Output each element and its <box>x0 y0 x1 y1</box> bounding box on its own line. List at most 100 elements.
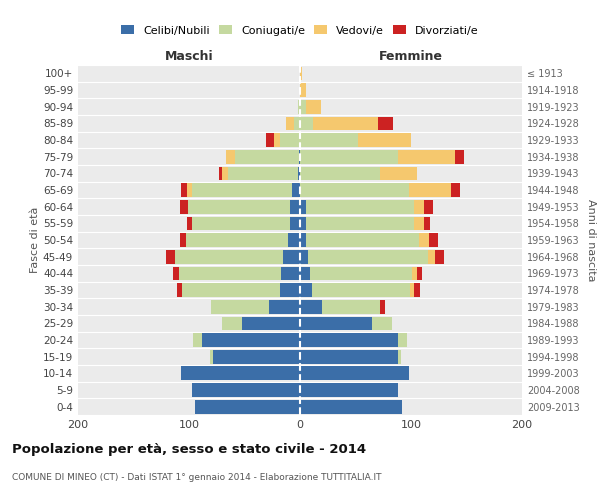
Bar <box>173 266 179 280</box>
Bar <box>412 266 416 280</box>
Bar <box>428 250 436 264</box>
Bar <box>322 300 380 314</box>
Bar <box>398 333 407 347</box>
Bar <box>300 233 305 247</box>
Bar <box>235 150 299 164</box>
Bar <box>281 266 300 280</box>
Bar <box>300 83 305 97</box>
Bar <box>398 350 401 364</box>
Bar <box>300 200 305 213</box>
Bar <box>185 233 288 247</box>
Bar <box>223 316 242 330</box>
Bar <box>181 183 187 197</box>
Bar <box>193 383 300 397</box>
Bar <box>177 283 182 297</box>
Bar <box>300 383 398 397</box>
Text: Maschi: Maschi <box>164 50 214 62</box>
Bar <box>280 133 300 147</box>
Legend: Celibi/Nubili, Coniugati/e, Vedovi/e, Divorziati/e: Celibi/Nubili, Coniugati/e, Vedovi/e, Di… <box>121 25 479 35</box>
Bar <box>188 200 290 213</box>
Bar <box>310 266 412 280</box>
Bar <box>424 200 433 213</box>
Bar <box>222 166 228 180</box>
Bar <box>416 266 422 280</box>
Bar <box>429 233 437 247</box>
Bar <box>193 216 290 230</box>
Text: Popolazione per età, sesso e stato civile - 2014: Popolazione per età, sesso e stato civil… <box>12 442 366 456</box>
Bar <box>299 150 300 164</box>
Bar <box>290 216 300 230</box>
Bar <box>305 233 419 247</box>
Bar <box>305 216 415 230</box>
Bar <box>372 316 392 330</box>
Bar <box>300 400 402 413</box>
Bar <box>300 366 409 380</box>
Bar <box>455 150 464 164</box>
Bar <box>175 250 283 264</box>
Bar <box>266 133 274 147</box>
Bar <box>211 300 269 314</box>
Bar <box>378 116 393 130</box>
Text: COMUNE DI MINEO (CT) - Dati ISTAT 1° gennaio 2014 - Elaborazione TUTTITALIA.IT: COMUNE DI MINEO (CT) - Dati ISTAT 1° gen… <box>12 472 382 482</box>
Bar <box>300 133 358 147</box>
Bar <box>166 250 175 264</box>
Bar <box>305 200 415 213</box>
Bar <box>410 283 415 297</box>
Bar <box>300 66 302 80</box>
Bar <box>274 133 280 147</box>
Bar <box>312 283 410 297</box>
Bar <box>180 233 185 247</box>
Bar <box>300 100 305 114</box>
Bar <box>308 250 428 264</box>
Bar <box>295 116 300 130</box>
Bar <box>451 183 460 197</box>
Bar <box>286 116 295 130</box>
Bar <box>300 316 372 330</box>
Bar <box>409 183 451 197</box>
Bar <box>313 116 378 130</box>
Bar <box>194 400 300 413</box>
Bar <box>202 333 300 347</box>
Bar <box>358 133 411 147</box>
Bar <box>300 150 398 164</box>
Bar <box>179 266 281 280</box>
Bar <box>180 200 188 213</box>
Bar <box>300 350 398 364</box>
Bar <box>193 333 202 347</box>
Bar <box>214 350 300 364</box>
Bar <box>290 200 300 213</box>
Bar <box>424 216 430 230</box>
Bar <box>283 250 300 264</box>
Bar <box>300 183 409 197</box>
Bar <box>436 250 444 264</box>
Text: Femmine: Femmine <box>379 50 443 62</box>
Bar <box>398 150 455 164</box>
Bar <box>380 300 385 314</box>
Bar <box>300 300 322 314</box>
Bar <box>300 266 310 280</box>
Bar <box>181 366 300 380</box>
Bar <box>269 300 300 314</box>
Y-axis label: Anni di nascita: Anni di nascita <box>586 198 596 281</box>
Bar <box>415 200 424 213</box>
Bar <box>187 216 193 230</box>
Bar <box>292 183 300 197</box>
Bar <box>300 166 380 180</box>
Bar <box>219 166 223 180</box>
Bar <box>226 150 235 164</box>
Bar <box>228 166 298 180</box>
Bar <box>193 183 292 197</box>
Bar <box>187 183 193 197</box>
Bar <box>380 166 416 180</box>
Bar <box>300 283 312 297</box>
Y-axis label: Fasce di età: Fasce di età <box>30 207 40 273</box>
Bar <box>242 316 300 330</box>
Bar <box>298 100 300 114</box>
Bar <box>300 116 313 130</box>
Bar <box>419 233 429 247</box>
Bar <box>280 283 300 297</box>
Bar <box>298 166 300 180</box>
Bar <box>182 283 280 297</box>
Bar <box>288 233 300 247</box>
Bar <box>415 216 424 230</box>
